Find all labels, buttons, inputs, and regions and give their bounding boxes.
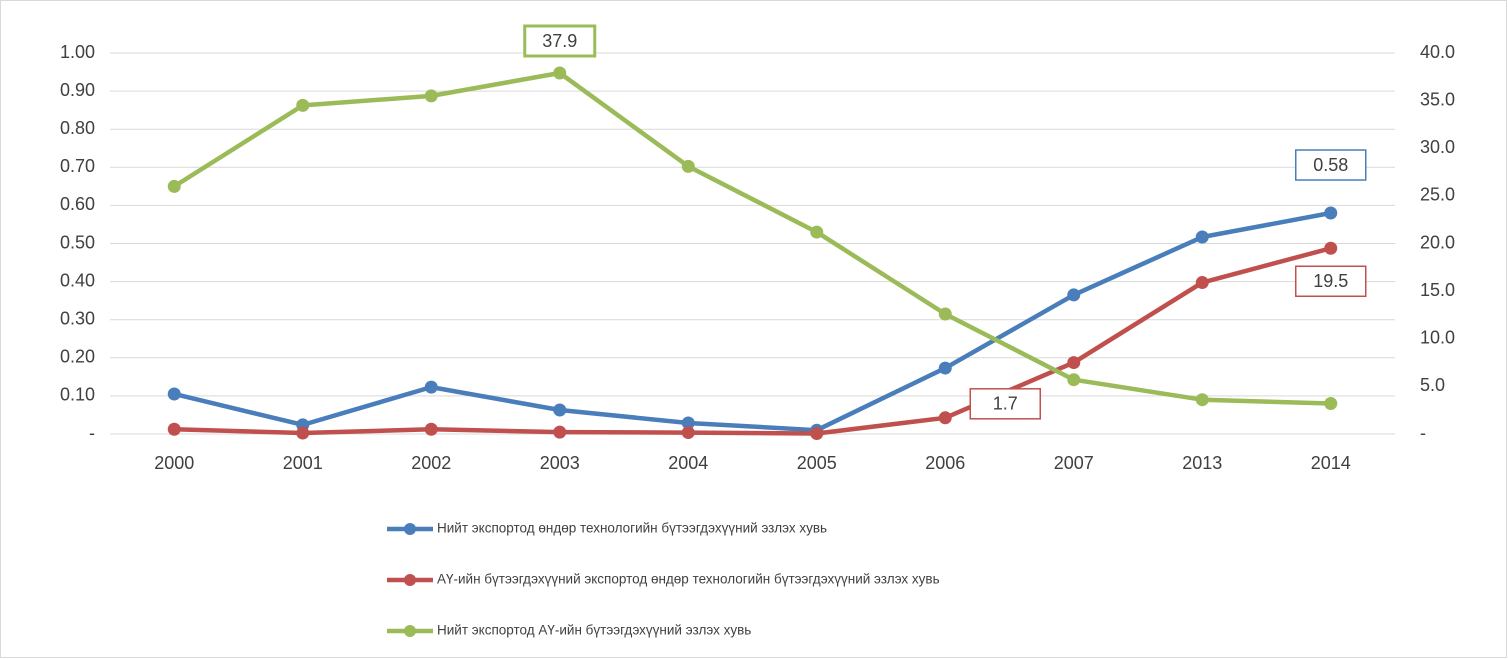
y-tick-label: 0.40 — [60, 270, 95, 290]
data-label-box — [1295, 149, 1367, 181]
legend-marker — [404, 625, 416, 637]
legend-label: АҮ-ийн бүтээгдэхүүний экспортод өндөр те… — [437, 572, 940, 587]
data-label: 37.9 — [542, 31, 577, 51]
x-tick-label: 2001 — [283, 453, 323, 473]
series-point — [296, 98, 310, 112]
legend-marker — [404, 523, 416, 535]
series-point — [296, 426, 310, 440]
series-point — [1195, 230, 1209, 244]
series-point — [553, 66, 567, 80]
series-point — [1067, 373, 1081, 387]
series-point — [424, 89, 438, 103]
x-tick-label: 2002 — [411, 453, 451, 473]
x-tick-label: 2014 — [1311, 453, 1351, 473]
series-point — [424, 422, 438, 436]
y2-tick-label: - — [1420, 423, 1426, 443]
series-point — [1324, 241, 1338, 255]
series-point — [553, 425, 567, 439]
y2-tick-label: 40.0 — [1420, 42, 1455, 62]
legend-label: Нийт экспортод АҮ-ийн бүтээгдэхүүний эзл… — [437, 623, 751, 638]
series-point — [938, 361, 952, 375]
y-tick-label: 0.80 — [60, 118, 95, 138]
series-point — [1324, 397, 1338, 411]
series-point — [167, 179, 181, 193]
x-tick-label: 2003 — [540, 453, 580, 473]
y-tick-label: 0.50 — [60, 232, 95, 252]
y2-tick-label: 30.0 — [1420, 137, 1455, 157]
series-point — [681, 426, 695, 440]
y2-tick-label: 35.0 — [1420, 89, 1455, 109]
series-point — [1067, 356, 1081, 370]
x-tick-label: 2000 — [154, 453, 194, 473]
x-tick-label: 2005 — [797, 453, 837, 473]
y2-tick-label: 20.0 — [1420, 232, 1455, 252]
x-tick-label: 2007 — [1054, 453, 1094, 473]
series-point — [810, 225, 824, 239]
x-tick-label: 2006 — [925, 453, 965, 473]
series-line — [174, 246, 1332, 436]
data-label: 1.7 — [993, 394, 1018, 414]
data-label-box — [969, 388, 1041, 420]
series-point — [938, 307, 952, 321]
series-point — [167, 387, 181, 401]
legend-label: Нийт экспортод өндөр технологийн бүтээгд… — [437, 521, 827, 536]
series-point — [1195, 393, 1209, 407]
y-tick-label: 0.90 — [60, 80, 95, 100]
series-line — [173, 70, 1331, 406]
series-point — [1324, 206, 1338, 220]
y-tick-label: 0.60 — [60, 194, 95, 214]
series-point — [1067, 288, 1081, 302]
y-tick-label: 1.00 — [60, 42, 95, 62]
y-tick-label: 0.20 — [60, 347, 95, 367]
series-point — [424, 380, 438, 394]
x-tick-label: 2013 — [1182, 453, 1222, 473]
x-tick-label: 2004 — [668, 453, 708, 473]
y-tick-label: 0.10 — [60, 385, 95, 405]
series-point — [1195, 276, 1209, 290]
y-tick-label: - — [89, 423, 95, 443]
series-point — [681, 159, 695, 173]
data-label-box — [523, 24, 597, 58]
data-label: 0.58 — [1313, 155, 1348, 175]
series-point — [810, 427, 824, 441]
y2-tick-label: 15.0 — [1420, 280, 1455, 300]
data-label: 19.5 — [1313, 271, 1348, 291]
data-label-box — [1295, 265, 1367, 298]
series-point — [167, 422, 181, 436]
y2-tick-label: 10.0 — [1420, 328, 1455, 348]
y2-tick-label: 25.0 — [1420, 185, 1455, 205]
y-tick-label: 0.30 — [60, 308, 95, 328]
series-point — [553, 403, 567, 417]
series-line — [173, 210, 1332, 433]
series-point — [938, 411, 952, 425]
legend-marker — [404, 574, 416, 586]
y-tick-label: 0.70 — [60, 156, 95, 176]
y2-tick-label: 5.0 — [1420, 375, 1445, 395]
series-point — [681, 416, 695, 430]
